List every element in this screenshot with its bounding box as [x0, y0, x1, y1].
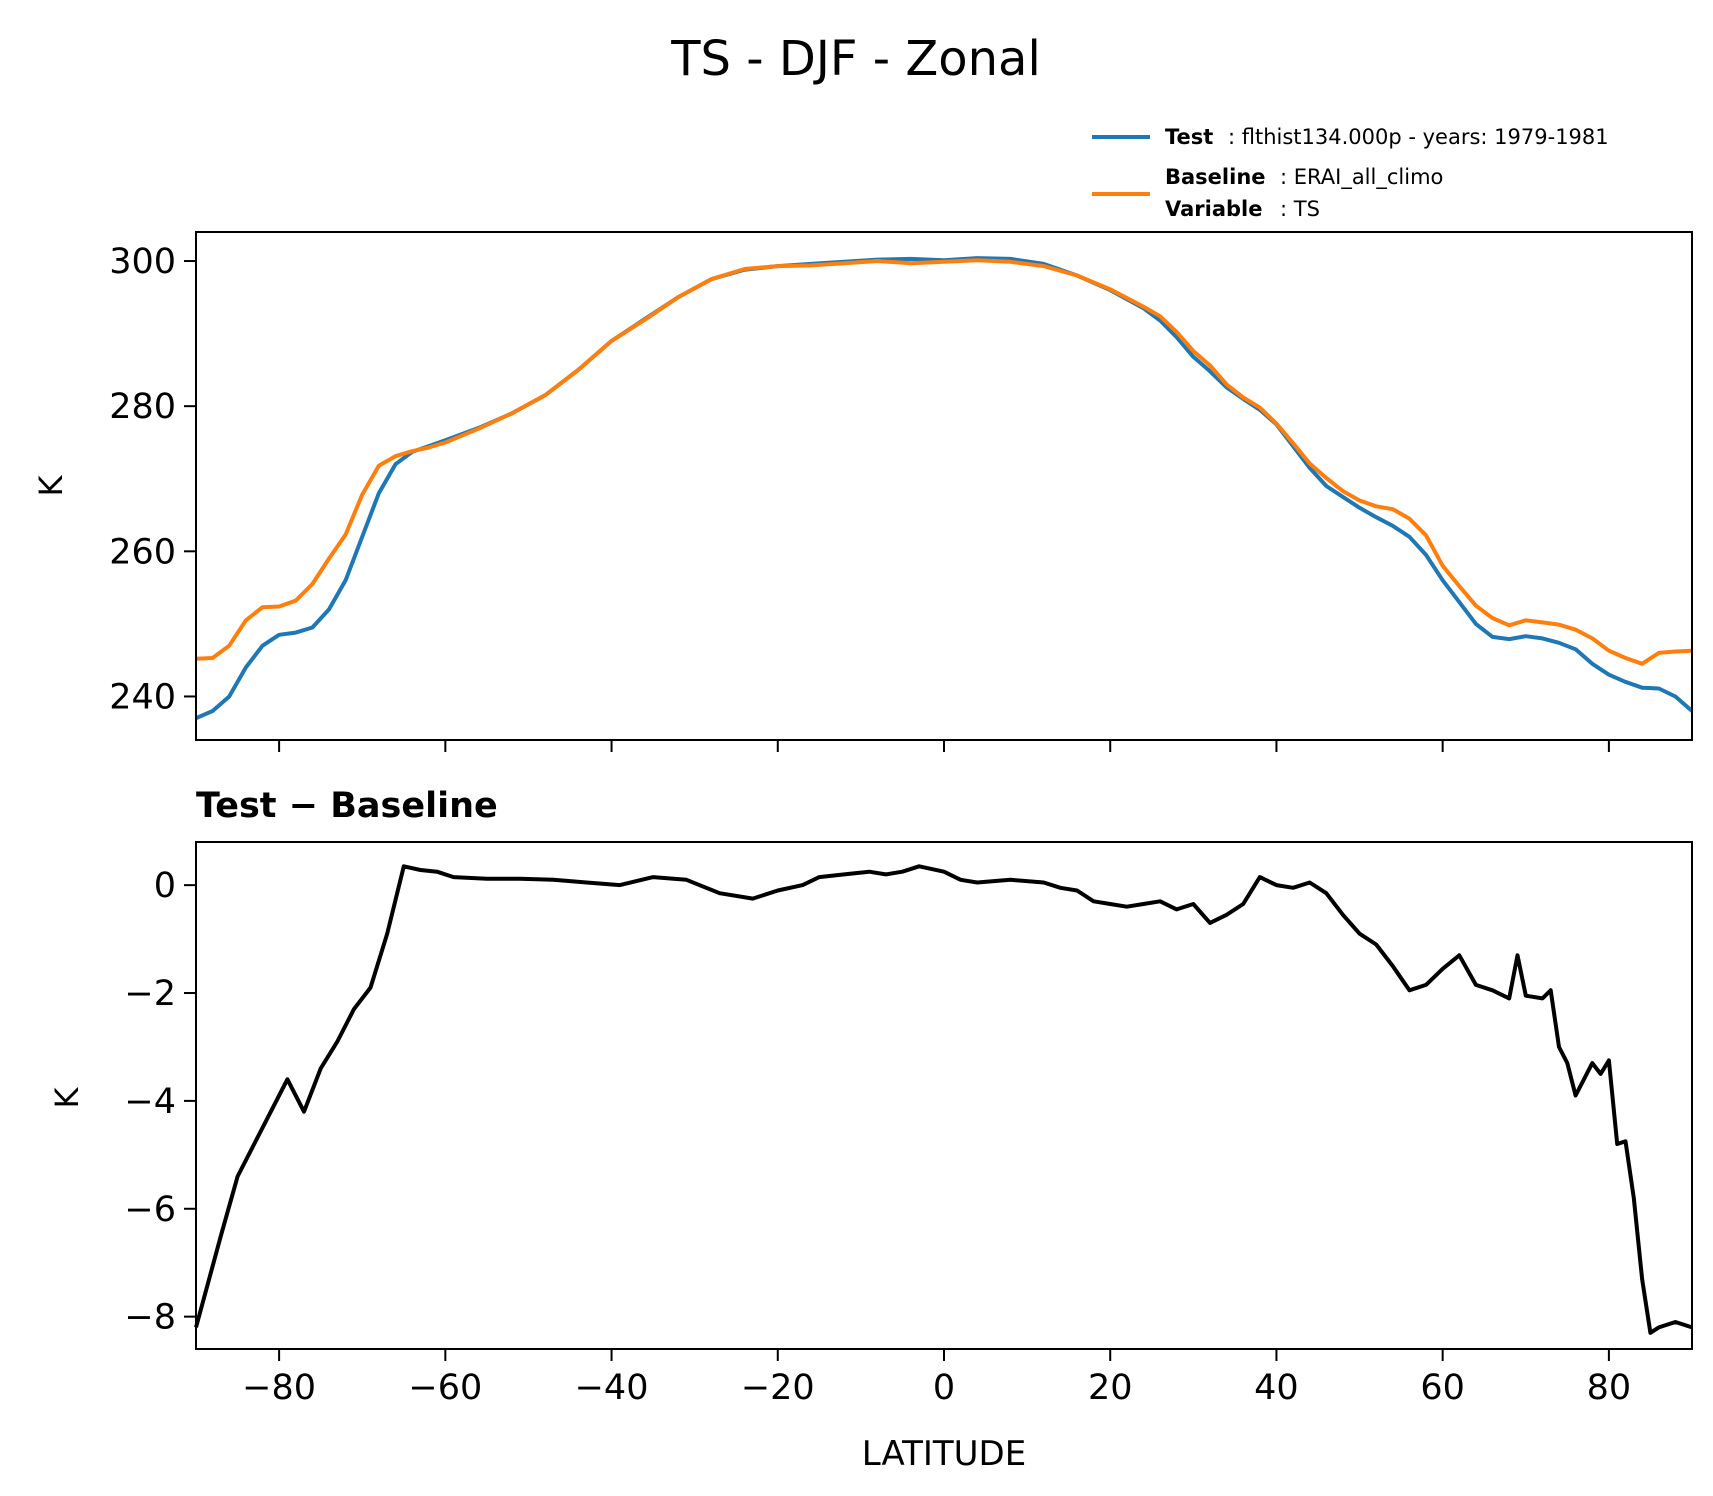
top-panel: 240 260 280 300 K: [32, 231, 1694, 752]
bottom-series-lines: [194, 864, 1693, 1335]
top-y-tick-label: 300: [109, 242, 176, 282]
bottom-plot-frame: [195, 841, 1693, 1350]
legend-baseline-key: Baseline: [1165, 165, 1266, 189]
top-y-tick-label: 280: [109, 387, 176, 427]
bottom-x-tick-label: 80: [1587, 1368, 1632, 1408]
top-plot-area: [196, 232, 1692, 740]
bottom-x-tick-label: 60: [1420, 1368, 1465, 1408]
bottom-axis-ticks: −80 −60 −40 −20 0 20 40 60 80−8−6−4−20: [124, 866, 1631, 1408]
legend-test-key: Test: [1165, 125, 1213, 149]
figure-title: TS - DJF - Zonal: [670, 31, 1041, 87]
top-y-tick-label: 260: [109, 532, 176, 572]
legend-test-value: : flthist134.000p - years: 1979-1981: [1228, 125, 1609, 149]
top-y-axis-label: K: [32, 474, 70, 496]
top-plot-frame: [195, 231, 1693, 741]
bottom-y-tick-label: −2: [124, 974, 176, 1014]
bottom-y-tick-label: 0: [154, 866, 176, 906]
bottom-x-tick-label: 40: [1254, 1368, 1299, 1408]
bottom-y-tick-label: −8: [124, 1298, 176, 1338]
bottom-y-tick-label: −4: [124, 1082, 176, 1122]
top-series-line-baseline: [195, 258, 1693, 666]
bottom-panel: Test − Baseline −80 −60 −40 −20 0 20 40 60 80−8−…: [48, 786, 1693, 1474]
top-y-tick-label: 240: [109, 677, 176, 717]
bottom-y-axis-label: K: [48, 1086, 86, 1108]
bottom-x-tick-label: −60: [408, 1368, 482, 1408]
top-series-lines: [195, 256, 1694, 721]
legend: Test : flthist134.000p - years: 1979-198…: [1092, 125, 1609, 221]
bottom-x-tick-label: −40: [575, 1368, 649, 1408]
legend-variable-key: Variable: [1165, 197, 1262, 221]
bottom-plot-area: [196, 842, 1692, 1349]
top-axis-ticks: 240 260 280 300: [109, 242, 1610, 752]
bottom-y-tick-label: −6: [124, 1190, 176, 1230]
legend-baseline-value: : ERAI_all_climo: [1280, 165, 1443, 190]
bottom-x-tick-label: −80: [242, 1368, 316, 1408]
x-axis-label: LATITUDE: [862, 1434, 1026, 1474]
bottom-x-tick-label: 0: [933, 1368, 955, 1408]
bottom-panel-title: Test − Baseline: [196, 786, 498, 826]
legend-variable-value: : TS: [1280, 197, 1320, 221]
bottom-series-line-difference: [194, 864, 1693, 1335]
bottom-x-tick-label: 20: [1088, 1368, 1133, 1408]
bottom-x-tick-label: −20: [741, 1368, 815, 1408]
